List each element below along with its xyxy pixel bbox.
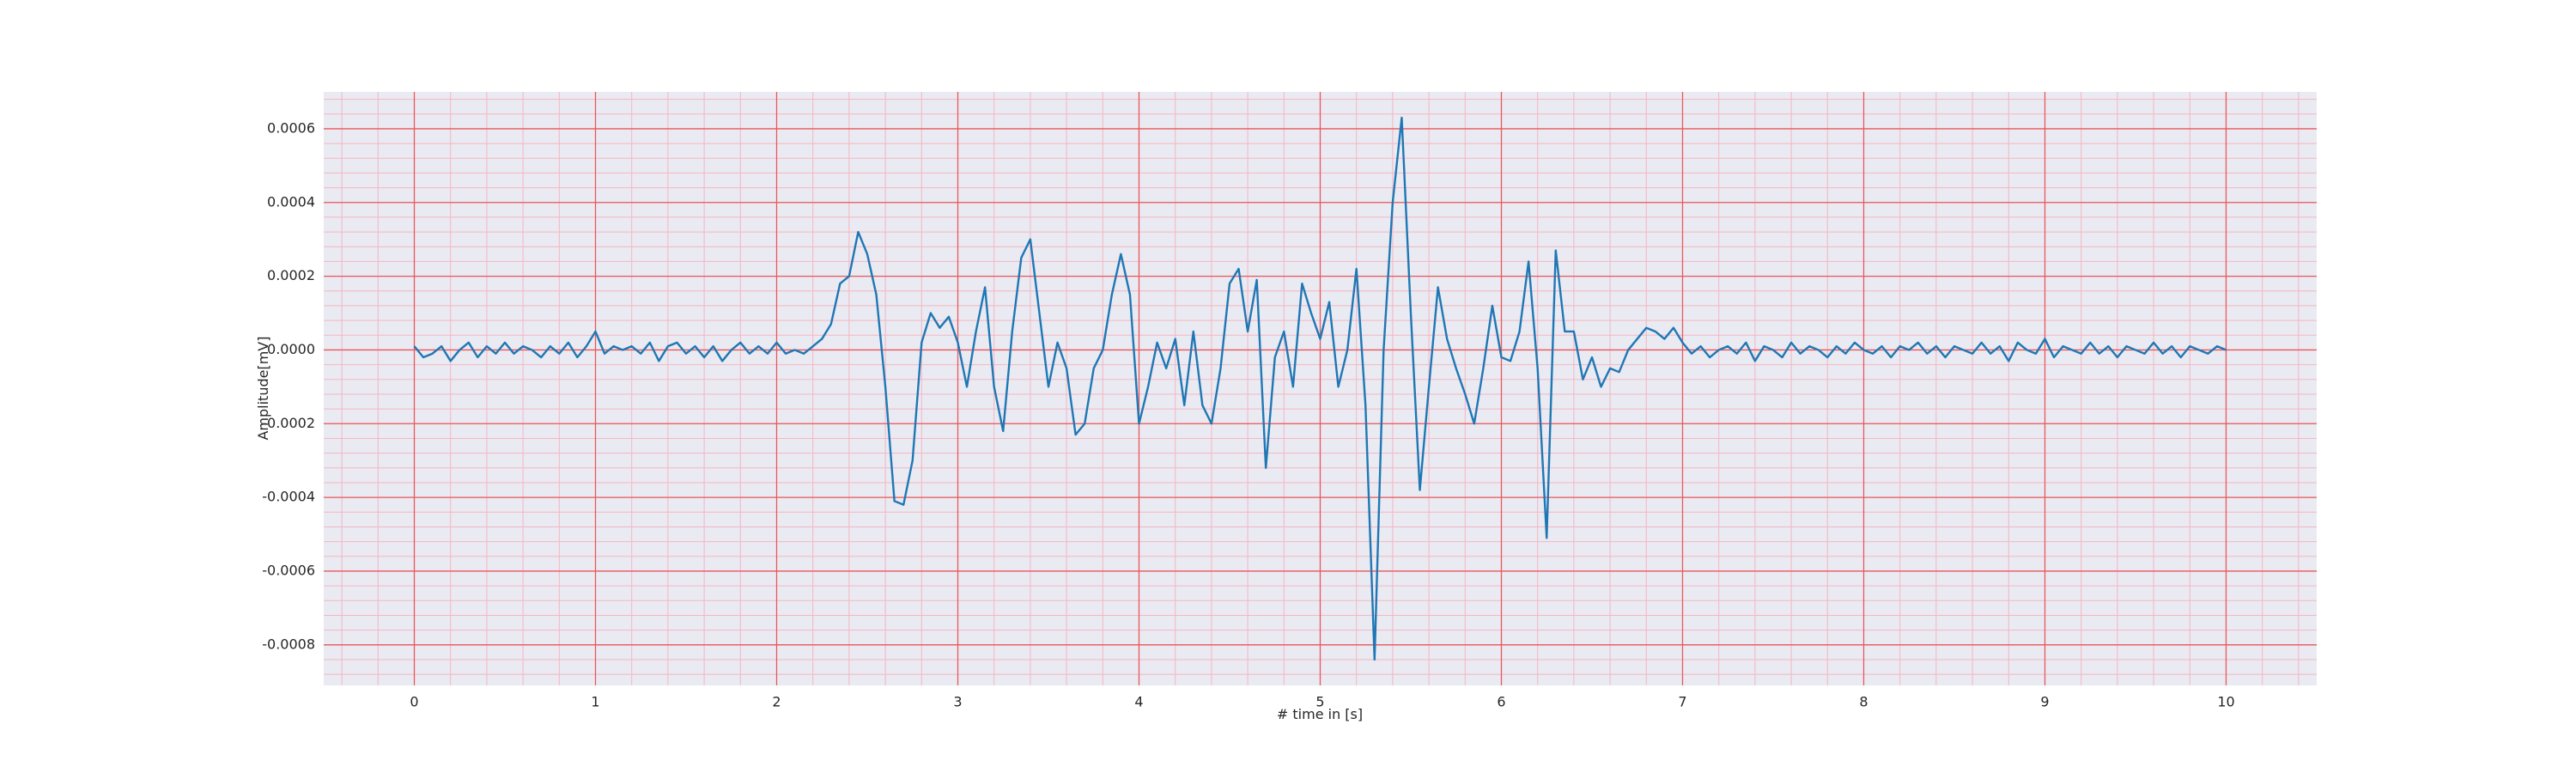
major-grid [324,92,2317,685]
y-tick-label: -0.0006 [262,562,315,578]
tick-labels: 0 1 2 3 4 5 6 7 8 9 10 -0.0008 -0.0006 -0.0004 -0.0002… [262,119,2234,709]
x-tick-label: 3 [953,694,962,710]
plot-marks [413,116,2227,661]
x-tick-label: 4 [1134,694,1143,710]
x-tick-label: 9 [2040,694,2049,710]
x-tick-label: 5 [1315,694,1324,710]
x-tick-label: 10 [2217,694,2234,710]
y-tick-label: 0.0002 [267,267,315,283]
y-tick-label: -0.0002 [262,415,315,431]
signal-line [413,116,2227,661]
y-tick-label: 0.0006 [267,119,315,136]
x-axis-label: # time in [s] [1277,706,1363,722]
y-tick-label: -0.0004 [262,489,315,505]
x-tick-label: 1 [591,694,599,710]
x-tick-label: 7 [1678,694,1686,710]
x-tick-label: 0 [410,694,418,710]
x-tick-label: 8 [1859,694,1868,710]
x-tick-label: 2 [772,694,781,710]
y-tick-label: 0.0000 [267,341,315,357]
y-tick-label: -0.0008 [262,636,315,652]
y-tick-label: 0.0004 [267,193,315,210]
x-tick-label: 6 [1497,694,1505,710]
y-axis-label: Amplitude[mV] [255,336,271,440]
